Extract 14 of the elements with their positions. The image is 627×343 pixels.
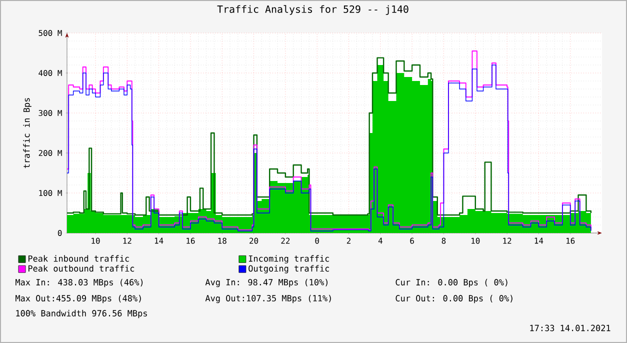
text: Avg Out:107.35 MBps (11%) <box>205 294 331 304</box>
text: Cur Out: 0.00 Bps ( 0%) <box>396 294 512 304</box>
text: Max Out:455.09 MBps (48%) <box>16 294 141 304</box>
text: Cur In: 0.00 Bps ( 0%) <box>396 278 508 288</box>
text: 100% Bandwidth 976.56 MBps <box>16 310 147 318</box>
text: 17:33 14.01.2021 <box>530 324 610 332</box>
legend-label: Incoming traffic <box>248 255 329 264</box>
y-axis-title: traffic in Bps <box>23 98 32 168</box>
legend-label: Peak outbound traffic <box>28 265 134 272</box>
legend-label: Peak inbound traffic <box>28 255 129 262</box>
legend-label: Outgoing traffic <box>248 265 329 274</box>
text: Avg In: 98.47 MBps (10%) <box>205 278 328 288</box>
text: Max In: 438.03 MBps (46%) <box>16 278 143 288</box>
chart-title: Traffic Analysis for 529 -- j140 <box>217 5 408 15</box>
